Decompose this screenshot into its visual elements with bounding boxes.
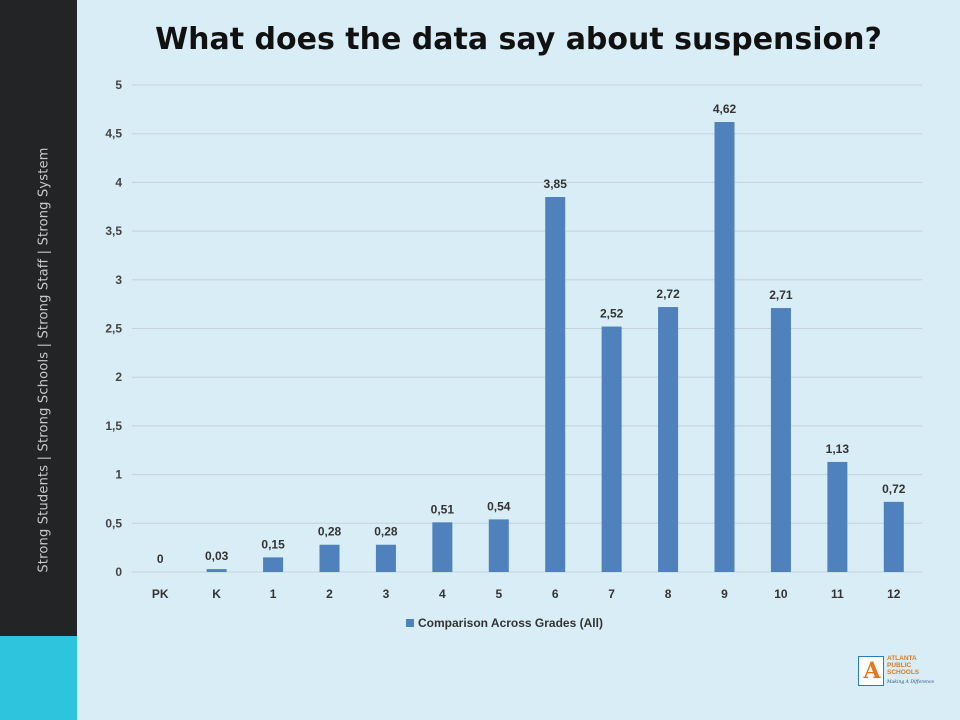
data-label: 2,72 — [656, 287, 680, 301]
aps-logo: A ATLANTA PUBLIC SCHOOLS Making A Differ… — [858, 654, 934, 688]
bar — [263, 557, 284, 572]
bar — [488, 519, 509, 572]
x-tick-label: 4 — [439, 587, 446, 601]
x-tick-label: PK — [152, 587, 169, 601]
logo-line-1: ATLANTA — [887, 655, 917, 662]
bar — [601, 326, 622, 572]
x-tick-label: 8 — [665, 587, 672, 601]
y-tick-label: 2 — [115, 370, 122, 384]
bar — [432, 522, 453, 572]
logo-line-3: SCHOOLS — [887, 669, 920, 676]
data-label: 1,13 — [826, 442, 850, 456]
logo-line-2: PUBLIC — [887, 662, 912, 669]
y-tick-label: 0,5 — [105, 516, 122, 530]
data-label: 0 — [157, 552, 164, 566]
y-tick-label: 1 — [115, 468, 122, 482]
data-label: 0,28 — [318, 525, 342, 539]
y-tick-label: 1,5 — [105, 419, 122, 433]
y-tick-label: 2,5 — [105, 322, 122, 336]
bar — [770, 308, 791, 572]
slide-title: What does the data say about suspension? — [155, 22, 882, 57]
y-tick-label: 3,5 — [105, 224, 122, 238]
bar — [658, 307, 679, 572]
x-tick-label: K — [212, 587, 221, 601]
x-tick-label: 7 — [608, 587, 615, 601]
x-tick-label: 2 — [326, 587, 333, 601]
x-tick-label: 5 — [495, 587, 502, 601]
bar — [319, 544, 340, 572]
data-label: 0,72 — [882, 482, 906, 496]
y-tick-label: 4 — [115, 175, 122, 189]
x-tick-label: 6 — [552, 587, 559, 601]
sidebar-accent — [0, 636, 77, 720]
bar — [714, 122, 735, 573]
data-label: 0,28 — [374, 525, 398, 539]
data-label: 0,03 — [205, 549, 229, 563]
y-tick-label: 3 — [115, 273, 122, 287]
x-tick-label: 10 — [774, 587, 788, 601]
sidebar — [0, 0, 77, 720]
legend-swatch — [406, 619, 414, 627]
data-label: 0,51 — [431, 502, 455, 516]
logo-motto: Making A Difference — [887, 680, 935, 685]
data-label: 0,15 — [261, 537, 285, 551]
bar — [883, 501, 904, 572]
logo-text: ATLANTA PUBLIC SCHOOLS — [887, 655, 919, 676]
legend-label: Comparison Across Grades (All) — [418, 616, 603, 630]
data-label: 2,52 — [600, 307, 624, 321]
data-label: 0,54 — [487, 499, 511, 513]
apple-a-logo-icon: A — [858, 656, 884, 686]
x-tick-label: 12 — [887, 587, 901, 601]
x-tick-label: 1 — [270, 587, 277, 601]
y-tick-label: 5 — [115, 78, 122, 92]
x-tick-label: 3 — [383, 587, 390, 601]
data-label: 4,62 — [713, 102, 737, 116]
x-tick-label: 11 — [831, 587, 844, 601]
bar — [827, 461, 848, 572]
bar — [375, 544, 396, 572]
bar — [545, 197, 566, 572]
y-tick-label: 0 — [115, 565, 122, 579]
y-tick-label: 4,5 — [105, 127, 122, 141]
data-label: 2,71 — [769, 288, 793, 302]
x-tick-label: 9 — [721, 587, 728, 601]
bar — [206, 569, 227, 572]
data-label: 3,85 — [544, 177, 568, 191]
